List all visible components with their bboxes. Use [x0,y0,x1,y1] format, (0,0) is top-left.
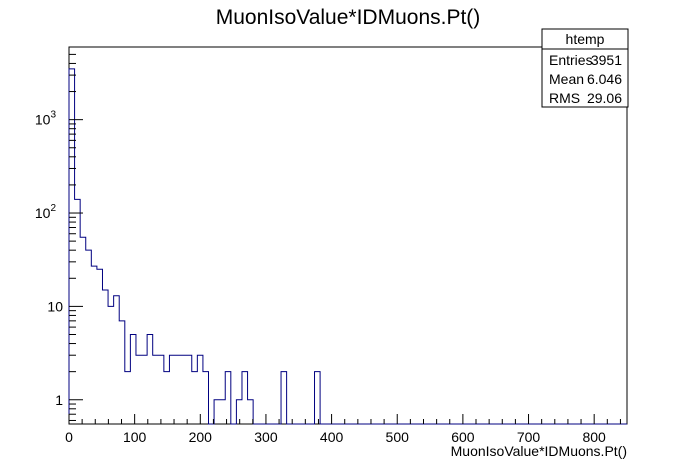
histogram-bin [147,334,153,424]
y-tick-label: 102 [35,203,57,221]
histogram-bin [169,355,175,424]
histogram-bin [119,321,125,424]
x-tick-label: 800 [582,429,606,445]
histogram-bin [214,400,220,424]
stats-box-frame [541,28,629,108]
chart-title: MuonIsoValue*IDMuons.Pt() [216,6,481,29]
histogram-bin [86,250,92,424]
histogram-bin [75,199,81,424]
histogram-bin [153,355,159,424]
x-tick-label: 700 [517,429,541,445]
y-tick-label: 103 [35,110,57,128]
x-tick-label: 0 [65,429,73,445]
histogram-bin [181,355,187,424]
x-tick-label: 300 [254,429,278,445]
histogram-bin [164,372,170,424]
histogram-bin [108,306,114,424]
histogram-bin [225,372,231,424]
histogram-bin [186,355,192,424]
histogram-bin [130,334,136,424]
x-tick-label: 100 [123,429,147,445]
histogram-bin [220,400,226,424]
x-tick-label: 200 [189,429,213,445]
y-tick-label: 1 [55,392,63,408]
y-tick-label: 10 [47,298,63,314]
histogram-bin [102,290,108,424]
histogram-bin [80,237,86,424]
stats-label: Entries [549,52,593,68]
histogram-bin [136,355,142,424]
stats-label: RMS [549,90,580,106]
histogram-outline [68,68,627,425]
histogram-bin [192,372,198,424]
stats-box-title: htemp [566,31,605,47]
x-tick-label: 600 [451,429,475,445]
histogram-bin [158,355,164,424]
histogram-bin [125,372,131,424]
stats-value: 6.046 [587,71,622,87]
histogram-bin [69,69,75,424]
histogram-bin [281,372,287,424]
histogram-bin [197,355,203,424]
histogram-bin [114,296,120,424]
stats-value: 3951 [591,52,622,68]
histogram-bin [242,372,248,424]
stats-value: 29.06 [587,90,622,106]
histogram-bin [203,372,209,424]
stats-label: Mean [549,71,584,87]
histogram-bin [142,355,148,424]
x-axis-label: MuonIsoValue*IDMuons.Pt() [451,443,627,459]
histogram-bin [91,266,97,424]
histogram-bin [175,355,181,424]
x-tick-label: 500 [386,429,410,445]
histogram-bin [315,372,321,424]
histogram-bin [248,400,254,424]
histogram-bin [97,269,103,424]
x-tick-label: 400 [320,429,344,445]
